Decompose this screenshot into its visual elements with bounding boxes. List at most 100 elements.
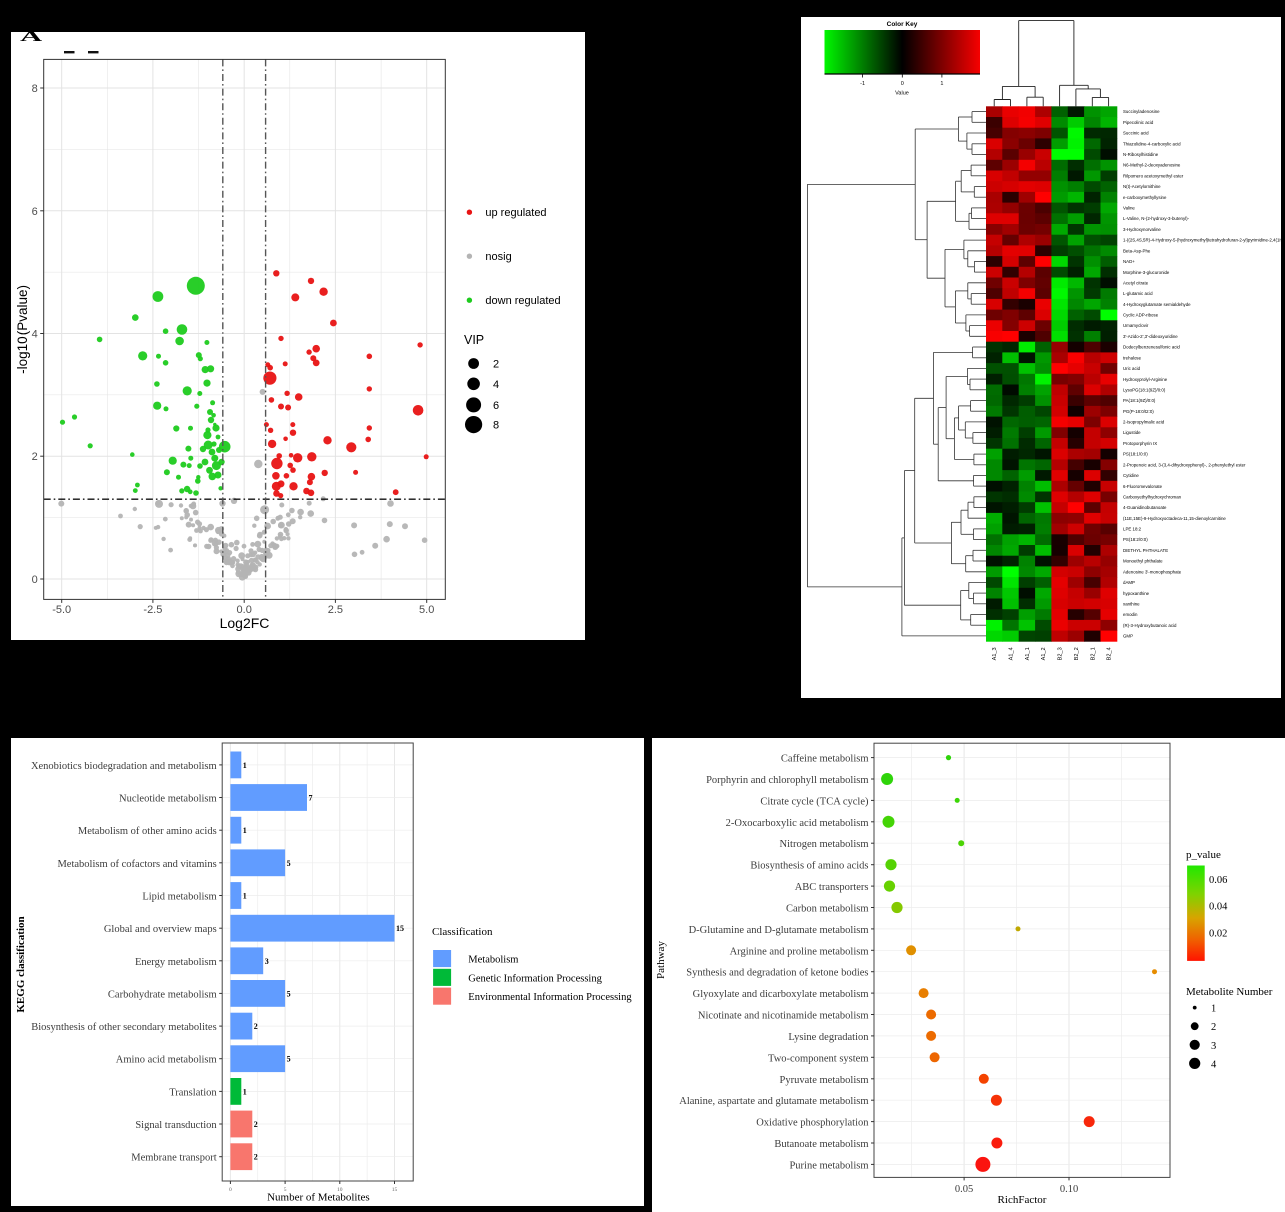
svg-text:15: 15 <box>396 924 404 933</box>
svg-text:PA(18:1(9Z)/0:0): PA(18:1(9Z)/0:0) <box>1123 398 1156 403</box>
svg-text:0.0: 0.0 <box>237 604 252 616</box>
svg-text:Lysine degradation: Lysine degradation <box>788 1032 869 1043</box>
svg-text:1-((2S,4S,5R)-4-Hydroxy-5-(hyd: 1-((2S,4S,5R)-4-Hydroxy-5-(hydroxymethyl… <box>1123 238 1281 243</box>
svg-text:2: 2 <box>493 359 499 371</box>
svg-text:Xenobiotics biodegradation and: Xenobiotics biodegradation and metabolis… <box>31 761 217 772</box>
svg-text:Amino acid metabolism: Amino acid metabolism <box>116 1055 217 1066</box>
svg-text:Log2FC: Log2FC <box>220 615 270 631</box>
svg-text:0.02: 0.02 <box>1209 928 1227 939</box>
svg-text:Caffeine metabolism: Caffeine metabolism <box>781 754 869 765</box>
svg-text:Metabolism of cofactors and vi: Metabolism of cofactors and vitamins <box>57 859 216 870</box>
svg-text:Arginine and proline metabolis: Arginine and proline metabolism <box>730 946 869 957</box>
svg-text:trehalose: trehalose <box>1123 355 1142 360</box>
svg-text:Genetic Information Processing: Genetic Information Processing <box>468 973 602 984</box>
svg-text:6: 6 <box>493 400 499 412</box>
svg-text:Butanoate metabolism: Butanoate metabolism <box>774 1139 868 1150</box>
svg-text:B2_2: B2_2 <box>1074 647 1080 660</box>
svg-text:dAMP: dAMP <box>1123 580 1135 585</box>
svg-text:Monoethyl phthalate: Monoethyl phthalate <box>1123 559 1163 564</box>
svg-text:3: 3 <box>1211 1041 1216 1052</box>
svg-text:1: 1 <box>243 892 247 901</box>
svg-text:DIETHYL PHTHALATE: DIETHYL PHTHALATE <box>1123 548 1168 553</box>
svg-text:5: 5 <box>287 859 291 868</box>
svg-text:1: 1 <box>243 1087 247 1096</box>
svg-text:A1_1: A1_1 <box>1025 647 1031 660</box>
svg-text:A1_3: A1_3 <box>992 647 998 660</box>
svg-text:5: 5 <box>287 1055 291 1064</box>
svg-text:6-Fluoromevalonate: 6-Fluoromevalonate <box>1123 484 1163 489</box>
svg-text:Metabolism: Metabolism <box>468 955 518 966</box>
svg-text:Alanine, aspartate and glutama: Alanine, aspartate and glutamate metabol… <box>679 1096 868 1107</box>
svg-text:Two-component system: Two-component system <box>768 1053 868 1064</box>
svg-text:Biosynthesis of other secondar: Biosynthesis of other secondary metaboli… <box>31 1022 216 1033</box>
svg-text:Hydroxyprolyl-Arginine: Hydroxyprolyl-Arginine <box>1123 377 1168 382</box>
svg-text:2-Propenoic acid, 3-(3,4-dihyd: 2-Propenoic acid, 3-(3,4-dihydroxyphenyl… <box>1123 462 1246 467</box>
svg-text:D-Glutamine and D-glutamate me: D-Glutamine and D-glutamate metabolism <box>689 925 869 936</box>
svg-text:B2_4: B2_4 <box>1107 647 1113 660</box>
svg-text:4-Hydroxyglutamate semialdehyd: 4-Hydroxyglutamate semialdehyde <box>1123 302 1191 307</box>
svg-text:Biosynthesis of amino acids: Biosynthesis of amino acids <box>750 861 868 872</box>
svg-text:Metabolite Number: Metabolite Number <box>1186 986 1273 998</box>
svg-text:Lipid metabolism: Lipid metabolism <box>142 892 216 903</box>
svg-text:L-glutamic acid: L-glutamic acid <box>1123 291 1153 296</box>
svg-text:Acetyl citrate: Acetyl citrate <box>1123 280 1149 285</box>
svg-text:8: 8 <box>32 83 38 95</box>
svg-text:0.05: 0.05 <box>955 1184 973 1195</box>
svg-text:down regulated: down regulated <box>485 295 560 307</box>
svg-text:Signal transduction: Signal transduction <box>135 1120 217 1131</box>
svg-text:5: 5 <box>287 989 291 998</box>
svg-text:Uric acid: Uric acid <box>1123 366 1141 371</box>
svg-text:Number of Metabolites: Number of Metabolites <box>267 1192 370 1204</box>
svg-text:2: 2 <box>254 1120 258 1129</box>
svg-text:nosig: nosig <box>485 251 511 263</box>
svg-text:ABC transporters: ABC transporters <box>795 882 869 893</box>
svg-text:N(t)-Acetylornithine: N(t)-Acetylornithine <box>1123 184 1161 189</box>
svg-text:NAD+: NAD+ <box>1123 259 1135 264</box>
svg-text:Pipecolinic acid: Pipecolinic acid <box>1123 120 1154 125</box>
svg-text:Succinic acid: Succinic acid <box>1123 131 1149 136</box>
svg-text:Metabolism of other amino acid: Metabolism of other amino acids <box>78 826 217 837</box>
svg-text:4-Guanidinobutanoate: 4-Guanidinobutanoate <box>1123 505 1167 510</box>
svg-text:Carbon metabolism: Carbon metabolism <box>786 904 869 915</box>
svg-text:0: 0 <box>32 574 38 586</box>
svg-text:N-Ribosylhistidine: N-Ribosylhistidine <box>1123 152 1159 157</box>
svg-text:-5.0: -5.0 <box>52 604 71 616</box>
svg-text:RichFactor: RichFactor <box>998 1194 1047 1206</box>
svg-text:PG(P-18:0/t2:0): PG(P-18:0/t2:0) <box>1123 409 1154 414</box>
svg-text:4: 4 <box>1211 1059 1217 1070</box>
svg-text:LPE 18:2: LPE 18:2 <box>1123 527 1142 532</box>
svg-text:Glyoxylate and dicarboxylate m: Glyoxylate and dicarboxylate metabolism <box>693 989 869 1000</box>
svg-text:A1_2: A1_2 <box>1041 647 1047 660</box>
svg-text:Nicotinate and nicotinamide me: Nicotinate and nicotinamide metabolism <box>698 1011 869 1022</box>
svg-text:2: 2 <box>254 1153 258 1162</box>
svg-text:p_value: p_value <box>1186 849 1221 861</box>
svg-text:(11E,15E)-9-Hydroxyoctadeca-11: (11E,15E)-9-Hydroxyoctadeca-11,15-dienoy… <box>1123 516 1226 521</box>
svg-text:Valine: Valine <box>1123 206 1135 211</box>
svg-text:Oxidative phosphorylation: Oxidative phosphorylation <box>756 1118 869 1129</box>
svg-text:3'-Azido-2',3'-dideoxyuridine: 3'-Azido-2',3'-dideoxyuridine <box>1123 334 1178 339</box>
svg-text:xanthine: xanthine <box>1123 601 1140 606</box>
svg-text:Ligustide: Ligustide <box>1123 430 1141 435</box>
svg-text:Membrane transport: Membrane transport <box>131 1153 217 1164</box>
svg-text:5: 5 <box>284 1187 287 1193</box>
svg-text:Nitrogen metabolism: Nitrogen metabolism <box>780 839 869 850</box>
svg-text:-log10 (Pvalue): -log10 (Pvalue) <box>15 285 30 374</box>
svg-text:Translation: Translation <box>169 1087 217 1098</box>
svg-text:2: 2 <box>1211 1022 1216 1033</box>
svg-text:1: 1 <box>243 761 247 770</box>
svg-text:Nucleotide metabolism: Nucleotide metabolism <box>119 794 217 805</box>
svg-text:L-Valine, N-(2-hydroxy-3-buten: L-Valine, N-(2-hydroxy-3-butenyl)- <box>1123 216 1190 221</box>
svg-text:Porphyrin and chlorophyll meta: Porphyrin and chlorophyll metabolism <box>706 775 868 786</box>
svg-text:B2_3: B2_3 <box>1058 647 1064 660</box>
svg-text:1: 1 <box>243 826 247 835</box>
svg-text:Carboxyethylhydroxychroman: Carboxyethylhydroxychroman <box>1123 494 1182 499</box>
svg-text:(R)-3-Hydroxybutanoic acid: (R)-3-Hydroxybutanoic acid <box>1123 623 1177 628</box>
svg-text:2-Isopropylmalic acid: 2-Isopropylmalic acid <box>1123 420 1165 425</box>
svg-text:8: 8 <box>493 420 499 432</box>
svg-text:Dodecylbenzenesulfonic acid: Dodecylbenzenesulfonic acid <box>1123 345 1180 350</box>
svg-text:1: 1 <box>1211 1004 1216 1015</box>
svg-text:4: 4 <box>493 379 499 391</box>
svg-text:Classification: Classification <box>432 926 493 938</box>
svg-text:2: 2 <box>254 1022 258 1031</box>
svg-text:hypoxanthine: hypoxanthine <box>1123 591 1150 596</box>
